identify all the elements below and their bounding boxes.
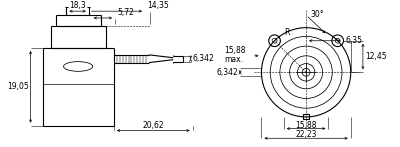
Text: 20,62: 20,62 <box>142 121 164 130</box>
Text: 6,342: 6,342 <box>216 68 238 77</box>
Text: R: R <box>284 28 289 37</box>
Text: 15,88: 15,88 <box>225 46 246 55</box>
Text: 18,3: 18,3 <box>69 1 86 10</box>
Text: 14,35: 14,35 <box>147 1 169 10</box>
Text: 15,88: 15,88 <box>295 121 317 130</box>
Text: 5,72: 5,72 <box>117 8 134 17</box>
Text: 6,35: 6,35 <box>346 36 362 45</box>
Text: 22,23: 22,23 <box>295 130 317 139</box>
Text: max.: max. <box>225 55 244 64</box>
Bar <box>303 115 310 119</box>
Text: 12,45: 12,45 <box>365 52 386 61</box>
Text: 6,342: 6,342 <box>192 54 214 63</box>
Text: 19,05: 19,05 <box>7 82 29 91</box>
Text: 30°: 30° <box>310 10 324 19</box>
